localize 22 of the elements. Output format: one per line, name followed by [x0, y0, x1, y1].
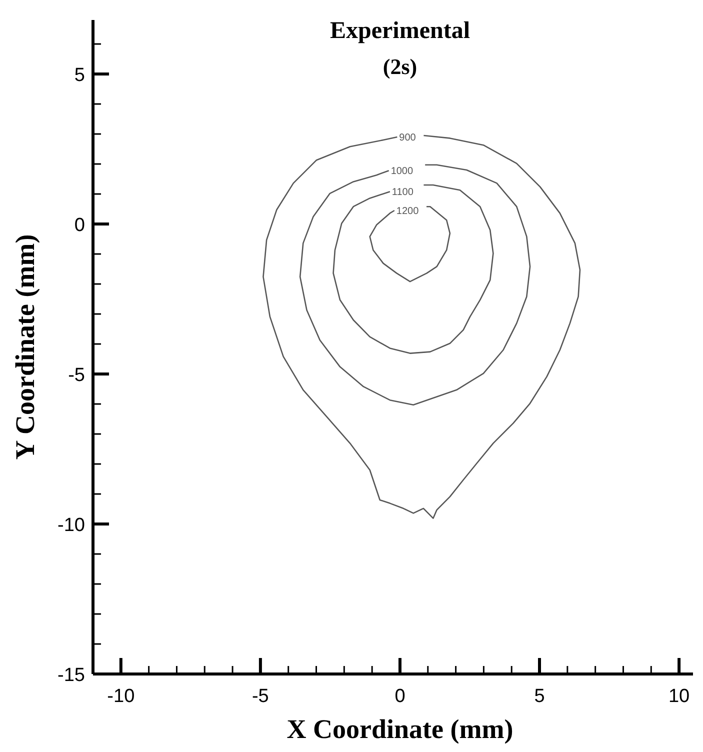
x-tick-label: -5: [252, 686, 269, 707]
y-tick-label: 0: [74, 215, 85, 236]
line-series: [332, 184, 494, 354]
x-tick-label: -10: [107, 686, 135, 707]
line-series: [369, 206, 451, 282]
y-tick-label: -5: [68, 365, 85, 386]
line-series: [262, 134, 581, 519]
series-label: 1100: [392, 187, 414, 198]
x-tick-label: 5: [534, 686, 545, 707]
x-tick-label: 0: [394, 686, 406, 707]
x-tick-label: 10: [668, 686, 690, 707]
series-label: 900: [399, 132, 416, 144]
y-tick-label: -10: [58, 515, 85, 536]
series-label: 1200: [396, 206, 420, 217]
line-series: [299, 164, 531, 406]
y-axis-title: Y Coordinate (mm): [10, 234, 40, 460]
chart-title: Experimental: [330, 18, 470, 44]
series-label: 1000: [390, 166, 414, 178]
x-axis-title: X Coordinate (mm): [286, 714, 514, 744]
text: (2s): [382, 54, 418, 79]
y-tick-label: -15: [58, 665, 85, 686]
y-tick-label: 5: [74, 65, 85, 86]
